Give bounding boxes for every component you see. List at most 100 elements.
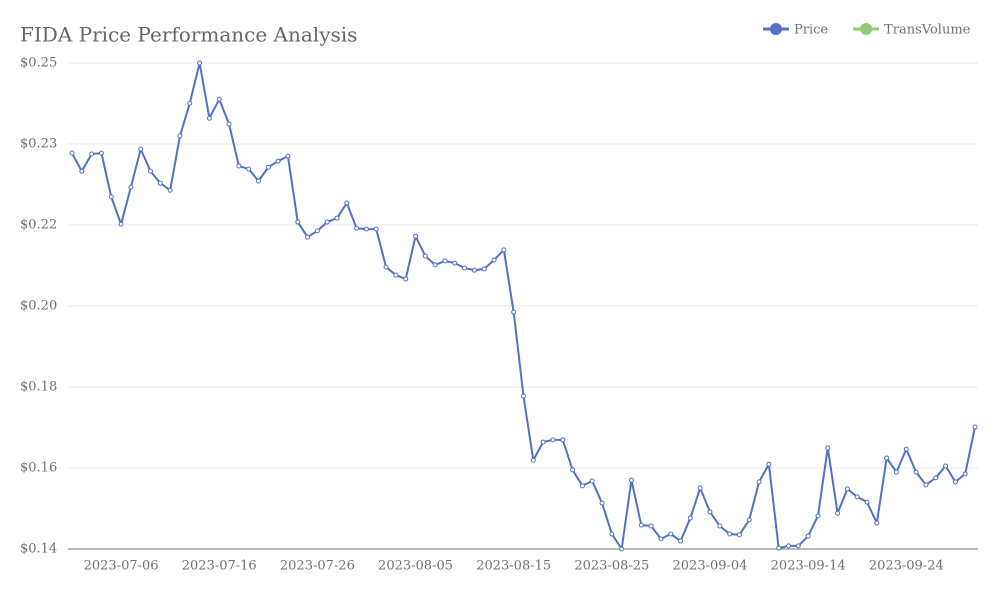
y-tick-label: $0.18 [20, 379, 57, 394]
data-point [707, 509, 713, 515]
data-point [717, 523, 723, 529]
data-point [550, 437, 556, 443]
x-tick-label: 2023-09-04 [673, 559, 748, 574]
data-point [893, 469, 899, 475]
data-point [442, 258, 448, 264]
data-point [108, 194, 114, 200]
data-point [138, 146, 144, 152]
x-tick-label: 2023-07-06 [84, 559, 159, 574]
y-tick-label: $0.20 [20, 299, 57, 314]
data-point [314, 228, 320, 234]
chart-title: FIDA Price Performance Analysis [20, 23, 357, 47]
legend-label: Price [794, 23, 828, 38]
data-point [501, 247, 507, 253]
data-point [462, 265, 468, 271]
data-point [206, 115, 212, 121]
data-point [678, 538, 684, 544]
data-point [972, 424, 978, 430]
data-point [599, 500, 605, 506]
data-point [285, 153, 291, 159]
x-tick-label: 2023-08-15 [476, 559, 551, 574]
data-point [521, 393, 526, 399]
data-point [609, 531, 615, 537]
data-point [668, 531, 674, 537]
data-point [471, 267, 477, 273]
data-point [118, 221, 124, 227]
data-point [481, 266, 487, 272]
x-tick-label: 2023-07-26 [280, 559, 355, 574]
data-point [236, 163, 242, 169]
data-point [560, 437, 566, 443]
data-point [658, 536, 664, 542]
legend-label: TransVolume [884, 23, 971, 38]
data-point [874, 520, 880, 526]
data-point [727, 531, 733, 537]
data-point [148, 168, 154, 174]
data-point [373, 226, 379, 232]
data-point [844, 486, 850, 492]
data-point [756, 479, 762, 485]
data-point [736, 532, 742, 538]
x-tick-label: 2023-08-25 [574, 559, 649, 574]
data-point [383, 264, 389, 270]
data-point [638, 522, 644, 528]
data-point [854, 494, 860, 500]
data-point [354, 225, 360, 231]
legend-dot [770, 23, 782, 35]
x-tick-label: 2023-09-24 [869, 559, 944, 574]
data-point [344, 200, 350, 206]
y-tick-label: $0.14 [20, 542, 57, 557]
data-point [540, 439, 546, 445]
data-point [197, 60, 203, 66]
data-point [265, 164, 271, 170]
data-point [579, 483, 585, 489]
data-point [530, 457, 536, 463]
data-point [619, 546, 625, 552]
x-tick-label: 2023-07-16 [182, 559, 257, 574]
data-point [884, 455, 890, 461]
data-point [305, 234, 311, 240]
data-point [363, 226, 369, 232]
y-tick-label: $0.25 [20, 56, 57, 71]
data-point [952, 479, 958, 485]
data-point [766, 461, 772, 467]
data-point [393, 272, 399, 278]
data-point [89, 151, 95, 157]
legend-dot [860, 23, 873, 35]
data-point [324, 219, 330, 225]
data-point [776, 545, 782, 551]
data-point [805, 533, 811, 539]
data-point [128, 184, 134, 190]
data-point [687, 515, 693, 521]
data-point [815, 513, 821, 519]
data-point [275, 158, 281, 164]
data-point [786, 543, 792, 549]
data-point [923, 482, 929, 488]
data-point [167, 187, 173, 193]
data-point [943, 463, 949, 469]
data-point [79, 168, 85, 174]
data-point [432, 262, 438, 268]
data-point [864, 499, 870, 505]
data-point [903, 446, 909, 452]
y-tick-label: $0.23 [20, 136, 57, 151]
data-point [157, 180, 163, 186]
data-point [589, 478, 595, 484]
data-point [962, 471, 968, 477]
data-point [511, 309, 517, 315]
data-point [403, 276, 409, 282]
data-point [413, 233, 419, 239]
data-point [795, 543, 801, 549]
data-point [697, 485, 703, 491]
data-point [98, 150, 104, 156]
x-tick-label: 2023-08-05 [378, 559, 453, 574]
data-point [187, 100, 193, 106]
data-point [628, 477, 634, 483]
data-point [226, 121, 232, 127]
data-point [295, 219, 301, 225]
data-point [746, 517, 752, 523]
data-point [177, 133, 183, 139]
y-tick-label: $0.22 [20, 218, 57, 233]
y-tick-label: $0.16 [20, 461, 57, 476]
